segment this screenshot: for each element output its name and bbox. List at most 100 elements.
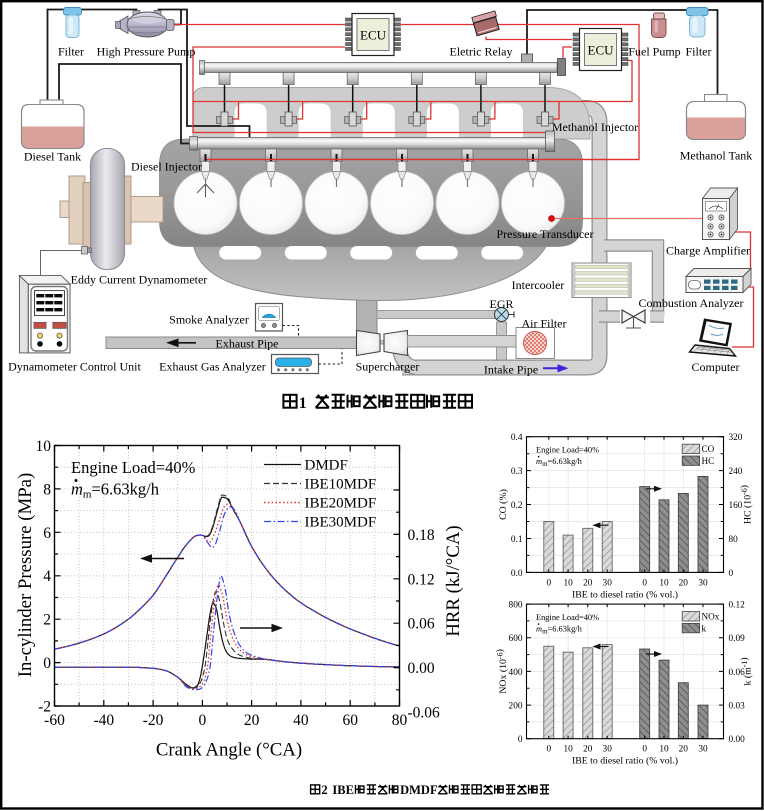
svg-text:Exhaust Pipe: Exhaust Pipe	[216, 337, 279, 351]
svg-text:Fuel Pump: Fuel Pump	[628, 45, 680, 59]
svg-text:0.06: 0.06	[408, 616, 435, 633]
svg-text:0: 0	[642, 745, 647, 755]
svg-text:0: 0	[518, 735, 523, 745]
svg-text:Eletric Relay: Eletric Relay	[450, 45, 513, 59]
svg-text:High Pressure Pump: High Pressure Pump	[97, 45, 196, 59]
svg-text:600: 600	[509, 634, 523, 644]
svg-text:IBE10MDF: IBE10MDF	[305, 477, 377, 493]
svg-text:10: 10	[36, 438, 52, 455]
svg-text:20: 20	[679, 578, 689, 588]
svg-text:Engine Load=40%: Engine Load=40%	[536, 613, 599, 622]
svg-text:Smoke Analyzer: Smoke Analyzer	[169, 313, 249, 327]
svg-text:0.4: 0.4	[511, 433, 523, 443]
svg-text:Air Filter: Air Filter	[522, 317, 567, 331]
svg-text:0.0: 0.0	[511, 569, 523, 579]
svg-text:0.12: 0.12	[729, 601, 746, 611]
svg-text:Dynamometer Control Unit: Dynamometer Control Unit	[8, 360, 141, 374]
svg-text:Intercooler: Intercooler	[512, 278, 565, 292]
svg-text:40: 40	[293, 712, 309, 729]
svg-text:HC: HC	[702, 456, 715, 466]
svg-text:Filter: Filter	[686, 45, 712, 59]
svg-text:HRR (kJ/°CA): HRR (kJ/°CA)	[443, 525, 464, 636]
svg-text:Exhaust Gas Analyzer: Exhaust Gas Analyzer	[159, 360, 266, 374]
svg-text:2: 2	[321, 783, 327, 797]
svg-text:320: 320	[729, 433, 743, 443]
svg-text:160: 160	[729, 501, 743, 511]
svg-text:60: 60	[342, 712, 358, 729]
svg-text:Engine Load=40%: Engine Load=40%	[71, 458, 196, 477]
svg-text:Combustion Analyzer: Combustion Analyzer	[639, 296, 744, 310]
svg-text:4: 4	[43, 568, 51, 585]
svg-text:0: 0	[199, 712, 207, 729]
svg-text:0: 0	[546, 745, 551, 755]
svg-text:0.12: 0.12	[408, 571, 435, 588]
svg-text:0.3: 0.3	[511, 467, 523, 477]
svg-text:20: 20	[583, 745, 593, 755]
svg-text:In-cylinder Pressure (MPa): In-cylinder Pressure (MPa)	[15, 473, 36, 677]
svg-text:30: 30	[698, 578, 708, 588]
svg-text:-0.06: -0.06	[408, 705, 441, 722]
svg-text:Methanol Injector: Methanol Injector	[552, 120, 638, 134]
svg-text:0: 0	[43, 655, 51, 672]
svg-text:6: 6	[43, 525, 51, 542]
svg-text:0: 0	[642, 578, 647, 588]
svg-text:Engine Load=40%: Engine Load=40%	[536, 446, 599, 455]
svg-text:IBE: IBE	[332, 783, 354, 797]
svg-text:240: 240	[729, 467, 743, 477]
svg-text:IBE20MDF: IBE20MDF	[305, 496, 377, 512]
svg-text:20: 20	[244, 712, 260, 729]
svg-text:0.1: 0.1	[511, 535, 523, 545]
svg-text:10: 10	[659, 745, 669, 755]
svg-text:Pressure Transducer: Pressure Transducer	[497, 227, 594, 241]
svg-text:Crank Angle (°CA): Crank Angle (°CA)	[156, 740, 302, 761]
svg-text:DMDF: DMDF	[400, 783, 438, 797]
svg-text:400: 400	[509, 668, 523, 678]
svg-text:DMDF: DMDF	[305, 458, 348, 474]
svg-text:Intake Pipe: Intake Pipe	[484, 363, 538, 377]
svg-text:Diesel Tank: Diesel Tank	[24, 150, 81, 164]
svg-text:30: 30	[698, 745, 708, 755]
svg-text:mm=6.63kg/h: mm=6.63kg/h	[536, 625, 583, 636]
svg-text:NOx: NOx	[702, 612, 720, 622]
svg-text:Methanol Tank: Methanol Tank	[680, 149, 753, 163]
svg-text:k: k	[702, 623, 707, 633]
svg-text:IBE to diesel ratio (% vol.): IBE to diesel ratio (% vol.)	[572, 589, 678, 600]
svg-text:0: 0	[546, 578, 551, 588]
svg-text:0.2: 0.2	[511, 501, 523, 511]
svg-text:IBE30MDF: IBE30MDF	[305, 515, 377, 531]
svg-text:Charge Amplifier: Charge Amplifier	[666, 244, 750, 258]
svg-text:20: 20	[583, 578, 593, 588]
svg-text:-2: -2	[38, 699, 51, 716]
svg-text:0.06: 0.06	[729, 668, 746, 678]
svg-text:10: 10	[563, 578, 573, 588]
svg-text:80: 80	[729, 535, 739, 545]
svg-text:mm=6.63kg/h: mm=6.63kg/h	[71, 480, 160, 501]
svg-text:Computer: Computer	[692, 360, 740, 374]
svg-text:0.00: 0.00	[408, 660, 435, 677]
svg-text:0.03: 0.03	[729, 702, 746, 712]
svg-text:0.00: 0.00	[729, 735, 746, 745]
svg-text:30: 30	[603, 578, 613, 588]
svg-text:2: 2	[43, 612, 51, 629]
svg-text:ECU: ECU	[360, 28, 387, 43]
svg-text:IBE to diesel ratio (% vol.): IBE to diesel ratio (% vol.)	[572, 756, 678, 767]
svg-text:8: 8	[43, 481, 51, 498]
svg-text:EGR: EGR	[490, 297, 514, 311]
svg-text:30: 30	[603, 745, 613, 755]
svg-text:Filter: Filter	[58, 45, 84, 59]
svg-text:ECU: ECU	[588, 43, 615, 58]
svg-text:0.18: 0.18	[408, 527, 435, 544]
svg-text:CO: CO	[702, 444, 715, 454]
svg-text:Eddy Current Dynamometer: Eddy Current Dynamometer	[71, 273, 208, 287]
svg-text:Supercharger: Supercharger	[356, 360, 420, 374]
svg-text:Diesel Injector: Diesel Injector	[131, 160, 202, 174]
svg-text:0.09: 0.09	[729, 634, 746, 644]
svg-text:200: 200	[509, 702, 523, 712]
svg-text:mm=6.63kg/h: mm=6.63kg/h	[536, 457, 583, 468]
svg-text:10: 10	[659, 578, 669, 588]
svg-text:-40: -40	[93, 712, 114, 729]
svg-text:1: 1	[299, 395, 307, 412]
svg-text:20: 20	[679, 745, 689, 755]
svg-text:10: 10	[563, 745, 573, 755]
svg-text:800: 800	[509, 601, 523, 611]
